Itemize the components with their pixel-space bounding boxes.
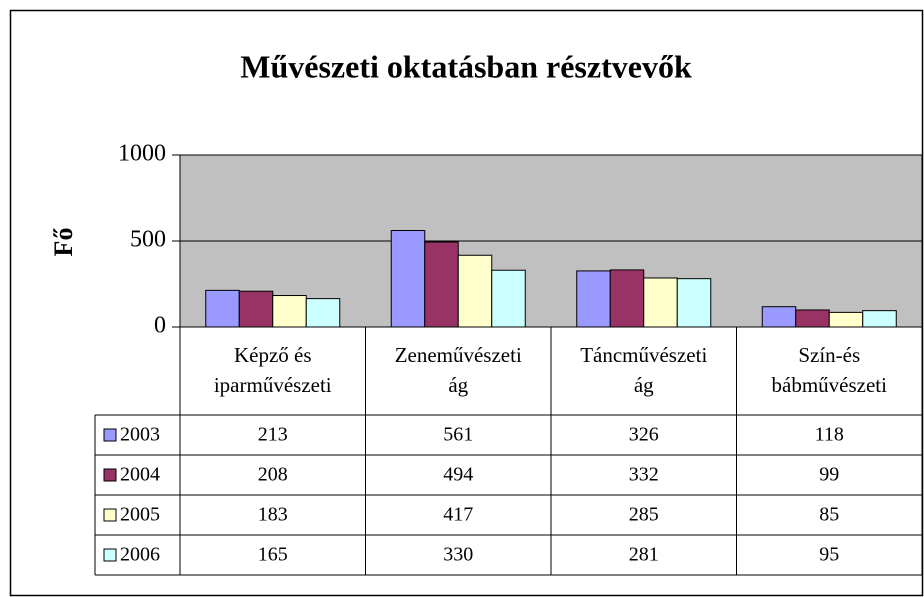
table-value: 183 [258, 504, 288, 526]
x-category-cell: Táncművészeti ág [580, 343, 708, 397]
legend-key [103, 548, 117, 562]
x-tick-label: Szín-és bábművészeti [771, 343, 887, 397]
legend-label: 2006 [120, 544, 160, 566]
bar [828, 311, 864, 328]
legend-label: 2005 [120, 504, 160, 526]
table-value: 417 [443, 504, 473, 526]
y-tick-label: 0 [154, 313, 166, 339]
table-value: 281 [629, 544, 659, 566]
table-value: 494 [443, 464, 473, 486]
bar [457, 254, 493, 328]
bar [643, 277, 678, 328]
x-category-cell: Szín-és bábművészeti [771, 343, 887, 397]
bar [676, 278, 712, 328]
bar [795, 309, 830, 328]
table-value: 85 [819, 504, 839, 526]
bar [761, 306, 797, 328]
table-value: 95 [819, 544, 839, 566]
table-value: 285 [629, 504, 659, 526]
table-value: 332 [629, 464, 659, 486]
x-category-cell: Zeneművészeti ág [394, 343, 522, 397]
table-value: 165 [258, 544, 288, 566]
bar [205, 289, 240, 328]
legend-key [103, 468, 117, 482]
bar [272, 295, 307, 328]
x-category-cell: Képző és iparművészeti [213, 343, 332, 397]
chart-title: Művészeti oktatásban résztvevők [240, 48, 692, 84]
table-value: 330 [443, 544, 473, 566]
table-value: 118 [815, 424, 844, 446]
y-tick-label: 500 [130, 227, 166, 253]
bar [305, 298, 341, 328]
table-value: 561 [443, 424, 473, 446]
y-axis-label: Fő [49, 228, 78, 257]
bar [424, 241, 459, 328]
y-tick-label: 1000 [118, 141, 166, 167]
table-value: 213 [258, 424, 288, 446]
table-value: 326 [629, 424, 659, 446]
legend-key [103, 508, 117, 522]
bar [609, 269, 645, 328]
bar [491, 269, 526, 328]
legend-label: 2003 [120, 424, 160, 446]
x-tick-label: Képző és iparművészeti [213, 343, 332, 397]
legend-label: 2004 [120, 464, 160, 486]
x-tick-label: Zeneművészeti ág [394, 343, 522, 397]
bar [576, 270, 611, 328]
table-value: 99 [819, 464, 839, 486]
bar [238, 290, 274, 328]
table-value: 208 [258, 464, 288, 486]
legend-key [103, 428, 117, 442]
bar [390, 230, 426, 328]
bar [862, 310, 897, 328]
x-tick-label: Táncművészeti ág [580, 343, 708, 397]
